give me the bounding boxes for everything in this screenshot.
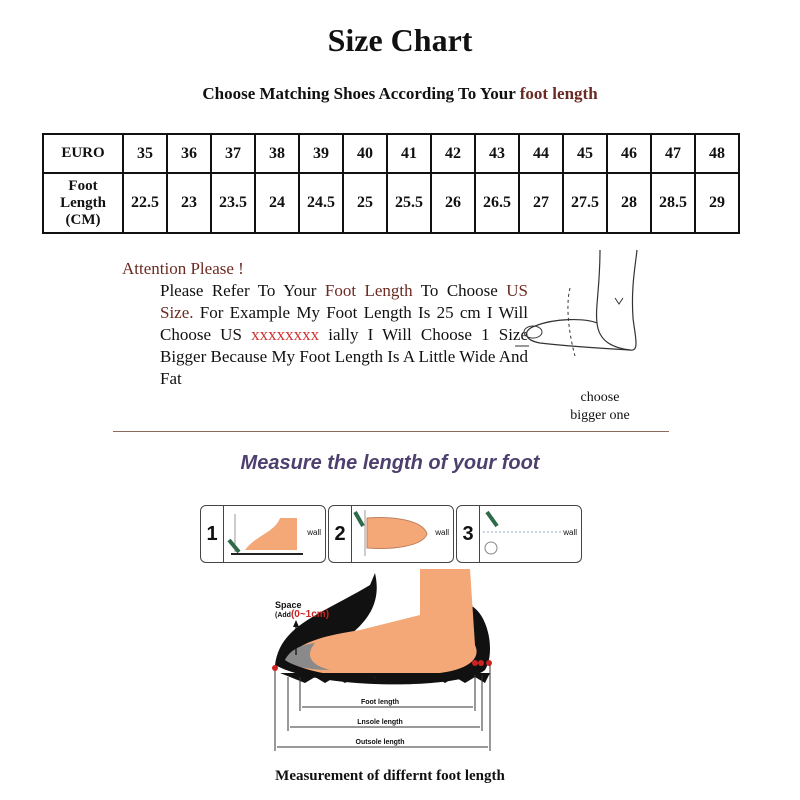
note-heading: Attention Please !: [122, 259, 244, 278]
step-number: 3: [457, 506, 480, 562]
note-text: Please Refer To Your: [160, 281, 325, 300]
note-text: ially I Will Choose 1 Size Bigger Becaus…: [160, 325, 529, 388]
euro-size-cell: 38: [254, 133, 300, 174]
subtitle-text: Choose Matching Shoes According To Your: [202, 84, 520, 103]
foot-side-icon: [227, 514, 303, 555]
foot-length-cell: 26: [430, 172, 476, 234]
step-3-panel: 3 wall: [456, 505, 582, 563]
space-text: Space: [275, 600, 302, 610]
space-range: (0~1cm): [290, 609, 330, 620]
row-header: Foot Length (CM): [42, 172, 124, 234]
foot-length-cell: 22.5: [122, 172, 168, 234]
foot-length-cell: 25: [342, 172, 388, 234]
step-number: 2: [329, 506, 352, 562]
foot-length-cell: 24.5: [298, 172, 344, 234]
foot-top-icon: [353, 510, 428, 556]
euro-row: EURO 35 36 37 38 39 40 41 42 43 44 45 46 47 48: [42, 133, 740, 174]
foot-length-cell: 23: [166, 172, 212, 234]
row-header: EURO: [42, 133, 124, 174]
step-number: 1: [201, 506, 224, 562]
note-body: Please Refer To Your Foot Length To Choo…: [122, 280, 528, 390]
measure-heading: Measure the length of your foot: [240, 452, 540, 474]
space-add: (Add: [275, 612, 291, 619]
foot-length-cell: 26.5: [474, 172, 520, 234]
wall-label: wall: [307, 528, 321, 537]
size-table: EURO 35 36 37 38 39 40 41 42 43 44 45 46 47 48 Foot Le…: [42, 133, 740, 234]
euro-size-cell: 36: [166, 133, 212, 174]
foot-length-cell: 27.5: [562, 172, 608, 234]
attention-note: Attention Please ! Please Refer To Your …: [122, 258, 528, 390]
foot-length-cell: 29: [694, 172, 740, 234]
note-text: For Example My Foot Length Is 25 cm I Wi…: [160, 303, 528, 344]
euro-size-cell: 46: [606, 133, 652, 174]
euro-size-cell: 48: [694, 133, 740, 174]
step-1-panel: 1 wall: [200, 505, 326, 563]
divider: [113, 431, 669, 432]
euro-size-cell: 47: [650, 133, 696, 174]
note-redacted: xxxxxxxx: [251, 325, 320, 344]
space-label: Space (Add(0~1cm): [275, 601, 329, 620]
outsole-length-label: Outsole length: [345, 739, 415, 746]
euro-size-cell: 44: [518, 133, 564, 174]
foot-length-cell: 24: [254, 172, 300, 234]
insole-length-label: Lnsole length: [345, 719, 415, 726]
foot-sketch-illustration: [515, 249, 638, 357]
subtitle-highlight: foot length: [519, 84, 598, 103]
note-highlight: US Size.: [160, 281, 528, 322]
foot-length-cell: 23.5: [210, 172, 256, 234]
note-highlight: Foot Length: [324, 281, 413, 300]
euro-size-cell: 35: [122, 133, 168, 174]
euro-size-cell: 40: [342, 133, 388, 174]
foot-length-row: Foot Length (CM) 22.5 23 23.5 24 24.5 25 25.5 26…: [42, 172, 740, 234]
note-text: To Choose: [412, 281, 507, 300]
euro-size-cell: 43: [474, 133, 520, 174]
euro-size-cell: 37: [210, 133, 256, 174]
subtitle: Choose Matching Shoes According To Your …: [0, 84, 800, 104]
euro-size-cell: 42: [430, 133, 476, 174]
caption: Measurement of differnt foot length: [275, 768, 505, 784]
foot-length-cell: 27: [518, 172, 564, 234]
foot-length-cell: 28: [606, 172, 652, 234]
wall-label: wall: [435, 528, 449, 537]
foot-length-cell: 28.5: [650, 172, 696, 234]
euro-size-cell: 45: [562, 133, 608, 174]
page-title: Size Chart: [327, 22, 473, 58]
ruler-measure-icon: [483, 510, 561, 555]
euro-size-cell: 39: [298, 133, 344, 174]
step-2-panel: 2 wall: [328, 505, 454, 563]
choose-bigger-label: choose bigger one: [560, 389, 640, 425]
foot-length-cell: 25.5: [386, 172, 432, 234]
choose-line: bigger one: [570, 408, 630, 423]
choose-line: choose: [580, 390, 620, 405]
euro-size-cell: 41: [386, 133, 432, 174]
wall-label: wall: [563, 528, 577, 537]
foot-length-label: Foot length: [345, 699, 415, 706]
foot-in-shoe-diagram: [272, 569, 492, 751]
